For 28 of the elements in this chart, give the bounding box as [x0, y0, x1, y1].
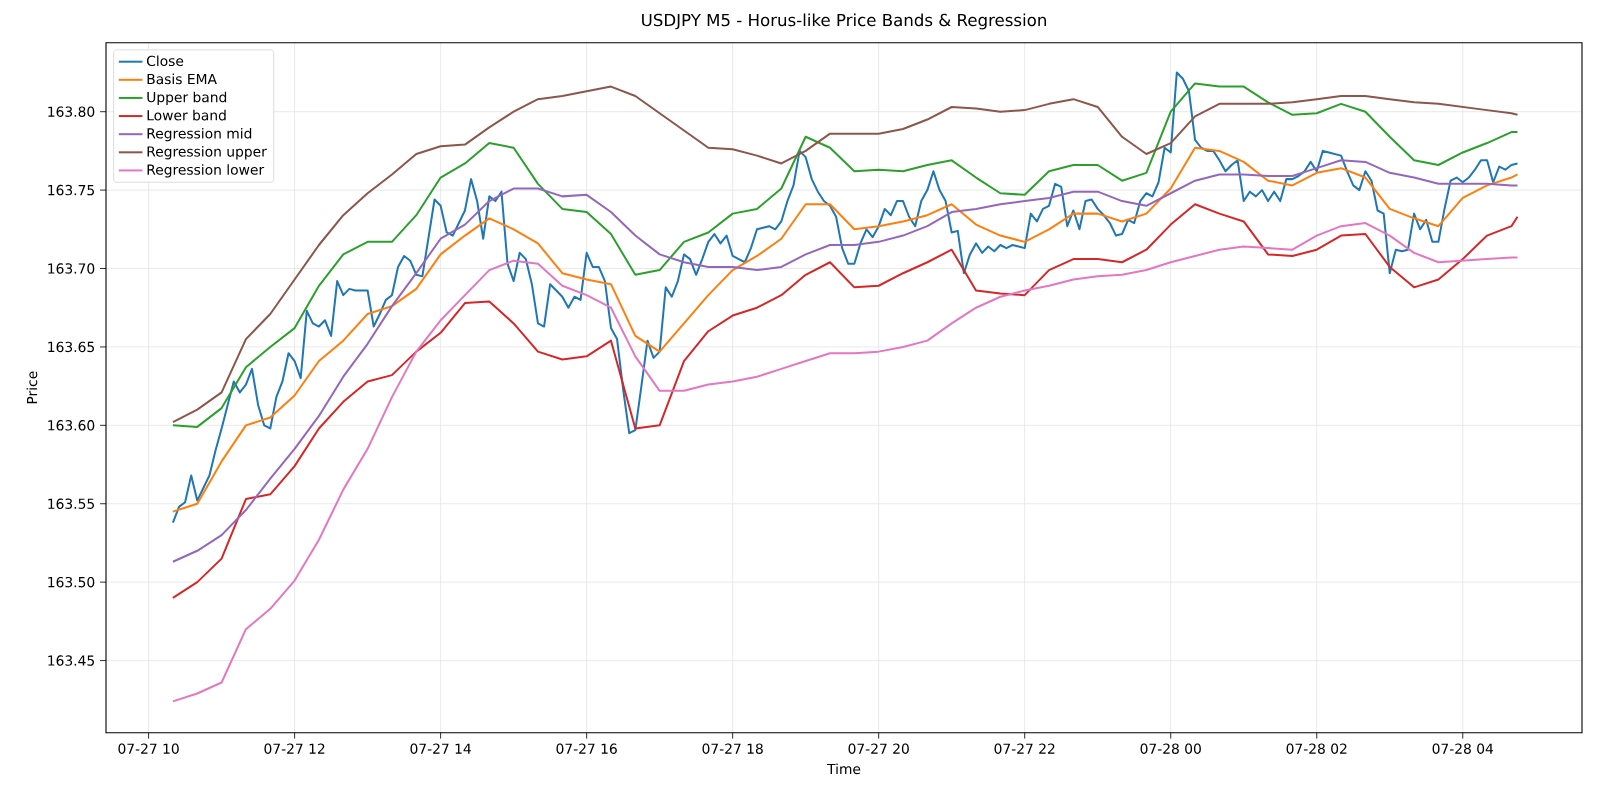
- x-tick-label: 07-27 22: [994, 743, 1055, 754]
- x-tick-label: 07-27 20: [848, 743, 909, 754]
- x-tick-label: 07-28 02: [1286, 743, 1347, 754]
- y-axis-title: Price: [26, 371, 38, 404]
- legend-label: Close: [146, 55, 184, 67]
- x-tick-label: 07-28 00: [1140, 743, 1201, 754]
- x-tick-label: 07-28 04: [1432, 743, 1494, 754]
- legend-label: Basis EMA: [147, 73, 217, 85]
- x-tick-label: 07-27 12: [264, 743, 325, 754]
- legend-label: Regression mid: [147, 127, 252, 142]
- y-tick-label: 163.45: [48, 655, 94, 666]
- y-tick-label: 163.70: [48, 263, 95, 274]
- x-tick-label: 07-27 14: [410, 743, 471, 754]
- y-tick-label: 163.55: [48, 498, 94, 509]
- y-tick-label: 163.50: [48, 576, 95, 588]
- y-tick-label: 163.80: [48, 106, 95, 117]
- x-tick-label: 07-27 10: [118, 743, 179, 754]
- legend-label: Lower band: [147, 109, 226, 121]
- chart-title: USDJPY M5 - Horus-like Price Bands & Regression: [642, 13, 1046, 30]
- y-tick-label: 163.75: [48, 184, 94, 196]
- x-axis-title: Time: [827, 763, 861, 775]
- x-tick-label: 07-27 16: [556, 743, 617, 754]
- legend-label: Regression lower: [147, 164, 265, 178]
- y-tick-label: 163.65: [48, 341, 94, 353]
- legend-label: Regression upper: [147, 146, 267, 160]
- x-tick-label: 07-27 18: [702, 743, 763, 754]
- y-tick-label: 163.60: [48, 420, 95, 431]
- legend-label: Upper band: [147, 91, 227, 106]
